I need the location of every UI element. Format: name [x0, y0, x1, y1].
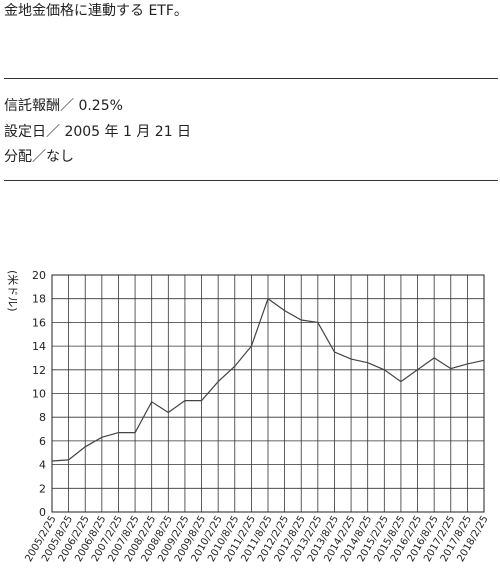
- divider: [4, 78, 498, 79]
- lead-text: 金地金価格に連動する ETF。: [4, 3, 188, 19]
- y-tick-label: 8: [39, 411, 46, 424]
- y-axis-label: (米ドル): [6, 270, 19, 312]
- price-line: [51, 297, 485, 462]
- y-tick-label: 18: [32, 293, 46, 306]
- y-tick-label: 2: [39, 482, 46, 495]
- y-tick-label: 0: [39, 506, 46, 519]
- y-tick-label: 14: [32, 340, 46, 353]
- plot-frame: [51, 274, 485, 513]
- y-tick-label: 6: [39, 435, 46, 448]
- divider: [4, 180, 498, 181]
- detail: 設定日／ 2005 年 1 月 21 日: [4, 124, 192, 140]
- y-tick-label: 16: [32, 316, 46, 329]
- detail: 分配／なし: [4, 149, 74, 165]
- y-tick-label: 12: [32, 364, 46, 377]
- detail: 信託報酬／ 0.25%: [4, 98, 123, 114]
- y-tick-label: 4: [39, 459, 46, 472]
- y-tick-label: 20: [32, 269, 46, 282]
- y-tick-label: 10: [32, 388, 46, 401]
